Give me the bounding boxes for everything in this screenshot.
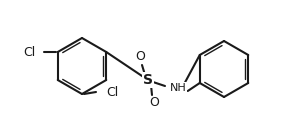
Text: Cl: Cl — [23, 46, 36, 58]
Text: O: O — [149, 96, 159, 110]
Text: S: S — [143, 73, 153, 87]
Text: O: O — [135, 51, 145, 63]
Text: Cl: Cl — [106, 86, 118, 98]
Text: NH: NH — [170, 83, 187, 93]
